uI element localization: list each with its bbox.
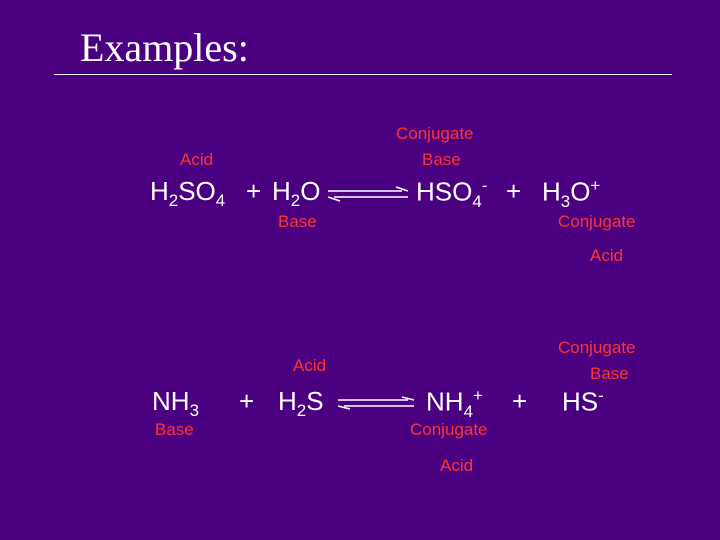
r2-base-right: Base xyxy=(590,364,629,384)
r1-conjugate-right: Conjugate xyxy=(558,212,636,232)
r1-species-h2o: H2O xyxy=(272,176,320,211)
r1-acid-top: Acid xyxy=(180,150,213,170)
r2-species-nh3: NH3 xyxy=(152,386,199,421)
r2-species-hs: HS- xyxy=(562,386,604,418)
r1-base-top: Base xyxy=(422,150,461,170)
r2-conjugate-right: Conjugate xyxy=(558,338,636,358)
r2-species-nh4: NH4+ xyxy=(426,386,483,422)
title-underline xyxy=(54,74,672,75)
r1-acid-below: Acid xyxy=(590,246,623,266)
equilibrium-arrow-icon xyxy=(326,186,410,202)
r1-species-h3o: H3O+ xyxy=(542,176,600,212)
r1-species-h2so4: H2SO4 xyxy=(150,176,225,211)
r1-plus2: + xyxy=(506,176,521,207)
r1-species-hso4: HSO4- xyxy=(416,176,487,212)
equilibrium-arrow-icon xyxy=(336,396,416,410)
r2-acid-top: Acid xyxy=(293,356,326,376)
r1-conjugate-top: Conjugate xyxy=(396,124,474,144)
r2-conjugate-below: Conjugate xyxy=(410,420,488,440)
r2-base-below: Base xyxy=(155,420,194,440)
r2-plus1: + xyxy=(239,386,254,417)
r1-plus1: + xyxy=(246,176,261,207)
r2-acid-below: Acid xyxy=(440,456,473,476)
r2-plus2: + xyxy=(512,386,527,417)
r2-species-h2s: H2S xyxy=(278,386,324,421)
page-title: Examples: xyxy=(80,24,249,71)
r1-base-below: Base xyxy=(278,212,317,232)
